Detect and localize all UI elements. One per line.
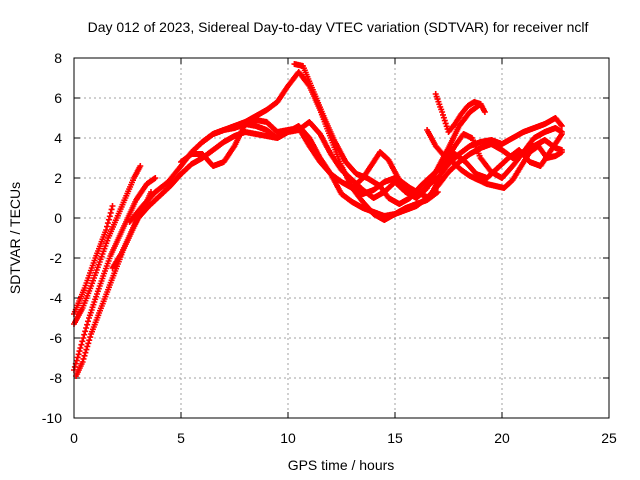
plot-frame	[73, 57, 610, 419]
data-point-markers	[349, 125, 565, 201]
x-tick-label: 20	[494, 430, 510, 446]
x-tick-label: 0	[70, 430, 78, 446]
x-axis-label: GPS time / hours	[288, 457, 395, 473]
x-tick-label: 15	[387, 430, 403, 446]
series-track-12	[432, 91, 488, 135]
y-tick-label: 6	[54, 90, 62, 106]
data-point-markers	[71, 163, 144, 327]
data-marks	[71, 61, 565, 379]
y-axis-label: SDTVAR / TECUs	[7, 182, 23, 294]
data-point-markers	[424, 127, 565, 191]
x-tick-label: 5	[177, 430, 185, 446]
data-point-markers	[432, 91, 488, 135]
y-tick-label: 4	[54, 130, 62, 146]
series-track-11	[424, 127, 565, 191]
tick-labels: 0 5 10 15 20 25 -10 -8 -6 -4 -2 0 2 4 6 8	[42, 50, 617, 446]
y-tick-label: -4	[50, 290, 63, 306]
x-tick-label: 10	[280, 430, 296, 446]
grid-lines	[74, 58, 609, 418]
series-track-2	[71, 163, 144, 327]
y-tick-label: -6	[50, 330, 63, 346]
series-track-10	[349, 125, 565, 201]
y-tick-label: 8	[54, 50, 62, 66]
y-tick-label: -8	[50, 370, 63, 386]
y-tick-label: 2	[54, 170, 62, 186]
axis-ticks	[73, 57, 610, 419]
x-tick-label: 25	[601, 430, 617, 446]
y-tick-label: -2	[50, 250, 63, 266]
chart-title: Day 012 of 2023, Sidereal Day-to-day VTE…	[88, 19, 589, 35]
y-tick-label: 0	[54, 210, 62, 226]
y-tick-label: -10	[42, 410, 62, 426]
